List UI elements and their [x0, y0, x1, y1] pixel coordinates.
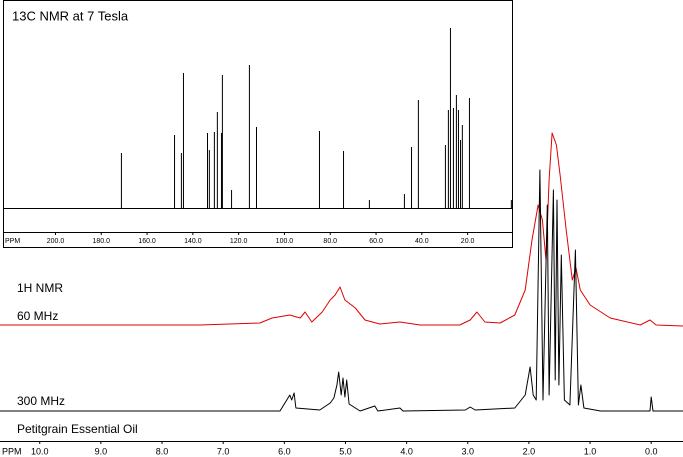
inset-title: 13C NMR at 7 Tesla: [12, 8, 129, 23]
x-tick-label: 100.0: [276, 238, 294, 245]
main-title: Petitgrain Essential Oil: [17, 422, 138, 436]
series-label: 60 MHz: [17, 309, 58, 323]
x-tick-label: 9.0: [95, 446, 108, 456]
x-tick-label: 80.0: [323, 238, 337, 245]
x-tick-label: 140.0: [184, 238, 202, 245]
inset-frame: [3, 0, 513, 248]
spectrum-line: [0, 169, 683, 412]
x-tick-label: 3.0: [462, 446, 475, 456]
x-tick-label: 1.0: [584, 446, 597, 456]
main-subtitle: 1H NMR: [17, 281, 63, 295]
x-tick-label: 8.0: [156, 446, 169, 456]
x-tick-label: 6.0: [278, 446, 291, 456]
series-label: 300 MHz: [17, 394, 65, 408]
x-tick-label: 10.0: [31, 446, 49, 456]
x-tick-label: 7.0: [217, 446, 230, 456]
x-tick-label: 20.0: [461, 238, 475, 245]
x-tick-label: 2.0: [523, 446, 536, 456]
x-tick-label: 0.0: [645, 446, 658, 456]
x-tick-label: 200.0: [47, 238, 65, 245]
x-tick-label: 120.0: [230, 238, 248, 245]
inset-x-label: PPM: [5, 238, 20, 245]
x-tick-label: 60.0: [369, 238, 383, 245]
x-tick-label: 5.0: [339, 446, 352, 456]
main-x-label: PPM: [2, 446, 22, 456]
x-tick-label: 180.0: [93, 238, 111, 245]
x-tick-label: 160.0: [138, 238, 156, 245]
x-tick-label: 4.0: [400, 446, 413, 456]
x-tick-label: 40.0: [415, 238, 429, 245]
